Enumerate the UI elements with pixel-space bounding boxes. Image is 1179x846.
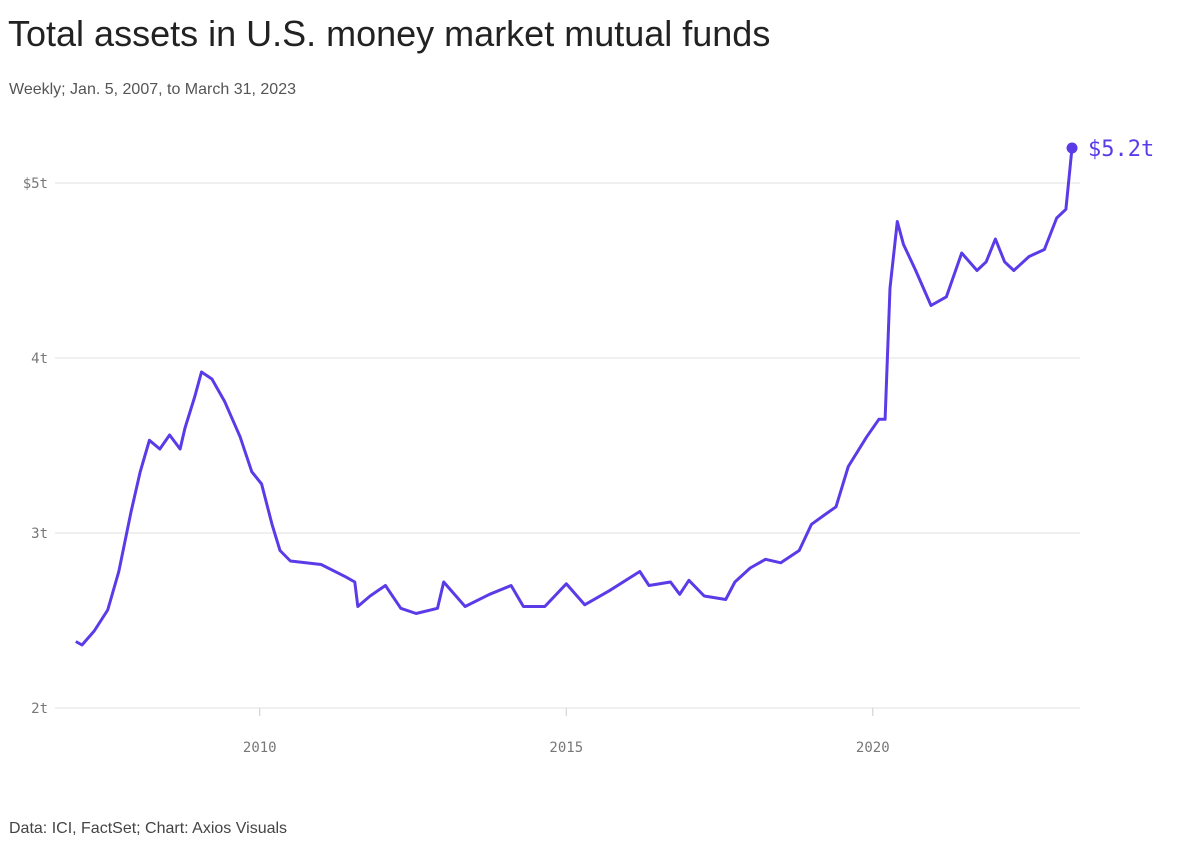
x-tick-label: 2020 xyxy=(856,740,890,756)
source: Data: ICI, FactSet; Chart: Axios Visuals xyxy=(9,820,287,837)
line xyxy=(75,147,1074,647)
y-tick-label: $5t xyxy=(23,176,48,192)
chart-title: Total assets in U.S. money market mutual… xyxy=(8,13,770,54)
y-tick-label: 4t xyxy=(31,351,48,367)
x-tick-label: 2015 xyxy=(549,740,583,756)
annotation: $5.2t xyxy=(1088,137,1154,162)
chart-subtitle: Weekly; Jan. 5, 2007, to March 31, 2023 xyxy=(9,81,296,98)
x-tick-label: 2010 xyxy=(243,740,277,756)
y-tick-label: 3t xyxy=(31,526,48,542)
end-dot xyxy=(1066,142,1078,154)
y-tick-label: 2t xyxy=(31,701,48,717)
